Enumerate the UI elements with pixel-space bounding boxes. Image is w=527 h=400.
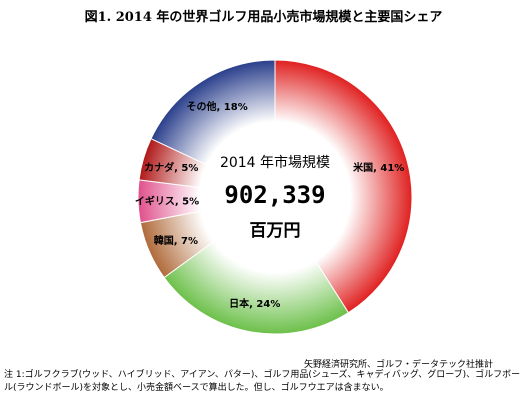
slice-label-3: イギリス, 5% [135,194,199,207]
donut-hole [201,123,349,271]
slice-label-4: カナダ, 5% [144,161,198,174]
center-caption: 2014 年市場規模 [220,154,330,171]
slice-label-1: 日本, 24% [229,297,280,310]
slice-label-0: 米国, 41% [353,161,404,174]
source-credit: 矢野経済研究所、ゴルフ・データテック社推計 [303,360,493,370]
slice-labels: 米国, 41% 日本, 24% 韓国, 7% イギリス, 5% カナダ, 5% その他, … [135,100,404,310]
footnote: 注 1:ゴルフクラブ(ウッド、ハイブリッド、アイアン、パター)、ゴルフ用品(シュ… [4,370,521,393]
slice-label-5: その他, 18% [187,100,248,113]
center-value: 902,339 [224,181,325,209]
slice-label-2: 韓国, 7% [154,234,198,247]
center-unit: 百万円 [250,221,301,241]
chart-title: 図1. 2014 年の世界ゴルフ用品小売市場規模と主要国シェア [84,10,443,25]
